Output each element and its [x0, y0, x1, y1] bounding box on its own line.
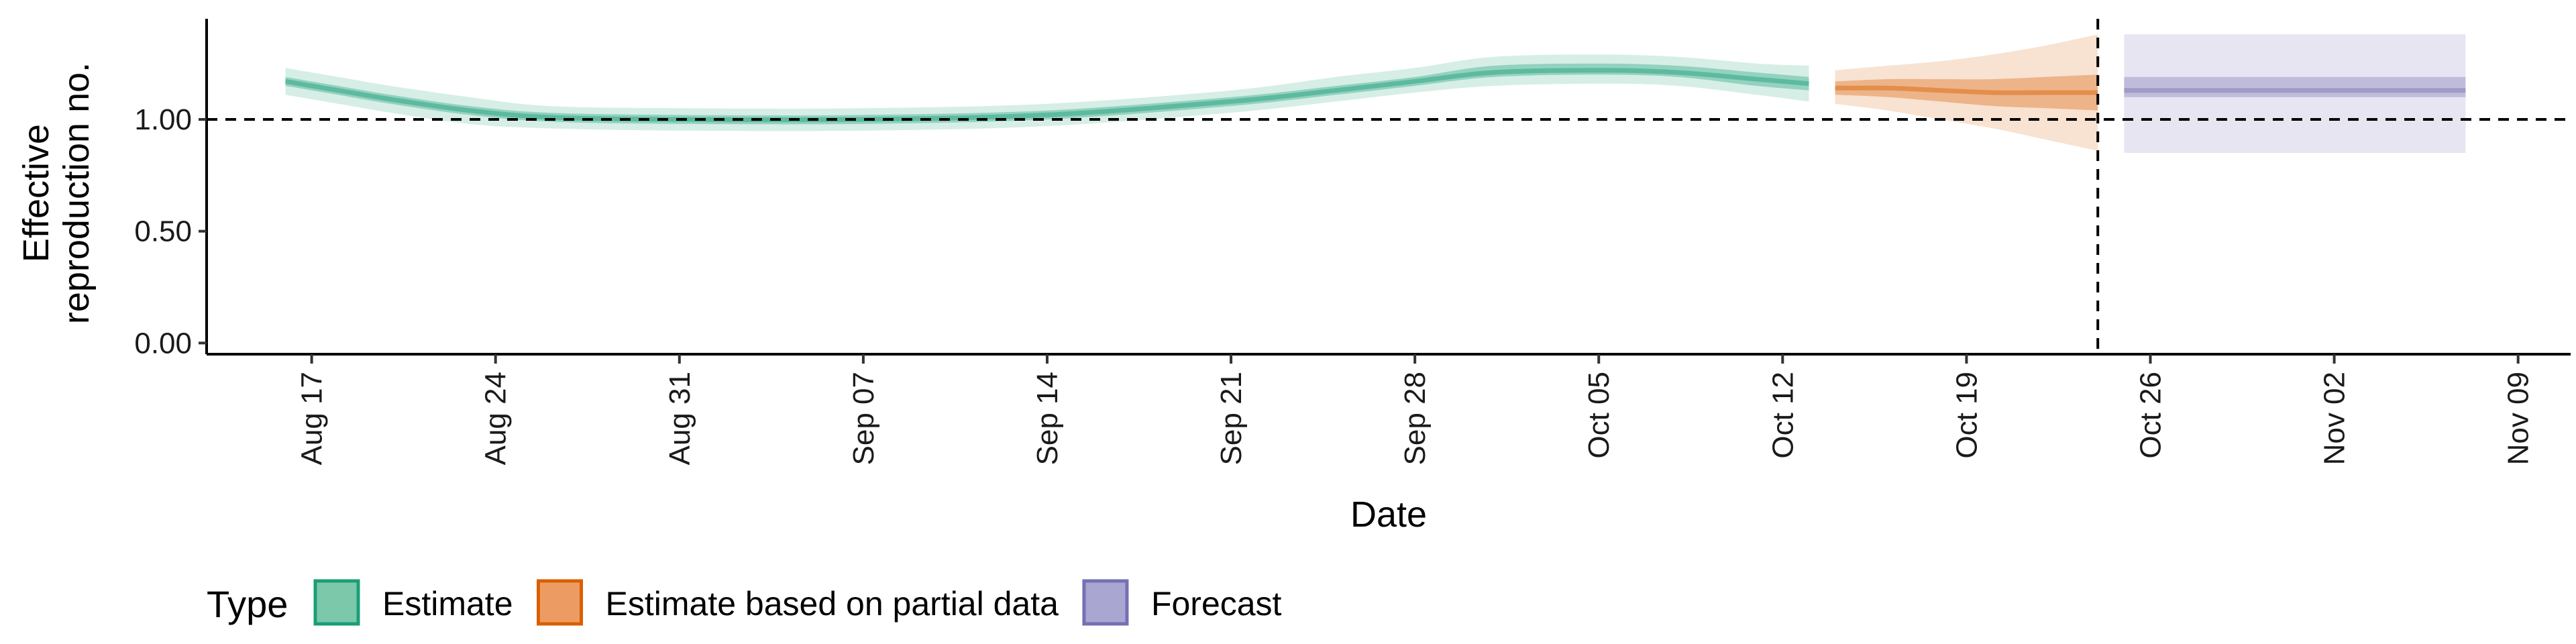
x-tick-label: Nov 09	[2502, 372, 2535, 465]
x-tick-label: Oct 26	[2135, 372, 2167, 459]
x-tick-label: Oct 19	[1950, 372, 1983, 459]
y-axis-ticks: 0.00 0.50 1.00	[134, 103, 207, 360]
y-axis-title-line: reproduction no.	[56, 62, 97, 324]
x-tick-label: Sep 14	[1031, 372, 1064, 465]
x-axis-ticks: Aug 17 Aug 24 Aug 31 Sep 07 Sep 14 Sep 21 Sep …	[296, 354, 2535, 465]
estimate-based-on-partial-data-median-line	[1835, 85, 2098, 95]
x-tick-label: Aug 24	[480, 372, 513, 465]
x-tick-label: Sep 21	[1215, 372, 1248, 465]
median-layer	[284, 68, 2466, 123]
legend-key-forecast	[1082, 579, 1129, 626]
y-tick-label: 0.50	[134, 215, 192, 248]
estimate-band-50	[285, 63, 1809, 125]
x-tick-label: Oct 05	[1582, 372, 1615, 459]
x-tick-label: Sep 07	[847, 372, 880, 465]
x-tick-label: Nov 02	[2318, 372, 2351, 465]
y-axis-title-line: Effective	[16, 124, 56, 262]
legend-label-estimate: Estimate	[382, 585, 513, 623]
y-tick-label: 1.00	[134, 103, 192, 136]
forecast-band-50	[2124, 76, 2466, 97]
x-axis-title: Date	[1350, 494, 1427, 535]
axes	[205, 19, 2571, 356]
estimate-based-on-partial-data-band-50	[1835, 74, 2098, 111]
legend-key-estimate-based-on-partial-data	[537, 579, 584, 626]
estimate-median-line	[284, 68, 1809, 123]
estimate-band-90	[285, 54, 1809, 131]
y-axis-title: Effectivereproduction no.	[16, 62, 97, 324]
legend: Type Estimate Estimate based on partial da…	[207, 579, 1282, 626]
legend-key-estimate	[313, 579, 360, 626]
legend-label-forecast: Forecast	[1151, 585, 1282, 623]
x-tick-label: Oct 12	[1766, 372, 1799, 459]
legend-label-estimate-based-on-partial-data: Estimate based on partial data	[606, 585, 1059, 623]
forecast-band-90	[2124, 34, 2466, 153]
x-tick-label: Aug 31	[663, 372, 696, 465]
ribbon-layer	[285, 34, 2466, 153]
legend-title: Type	[207, 583, 288, 625]
estimate-based-on-partial-data-band-90	[1835, 34, 2098, 151]
x-tick-label: Sep 28	[1399, 372, 1432, 465]
y-tick-label: 0.00	[134, 327, 192, 360]
x-tick-label: Aug 17	[296, 372, 329, 465]
